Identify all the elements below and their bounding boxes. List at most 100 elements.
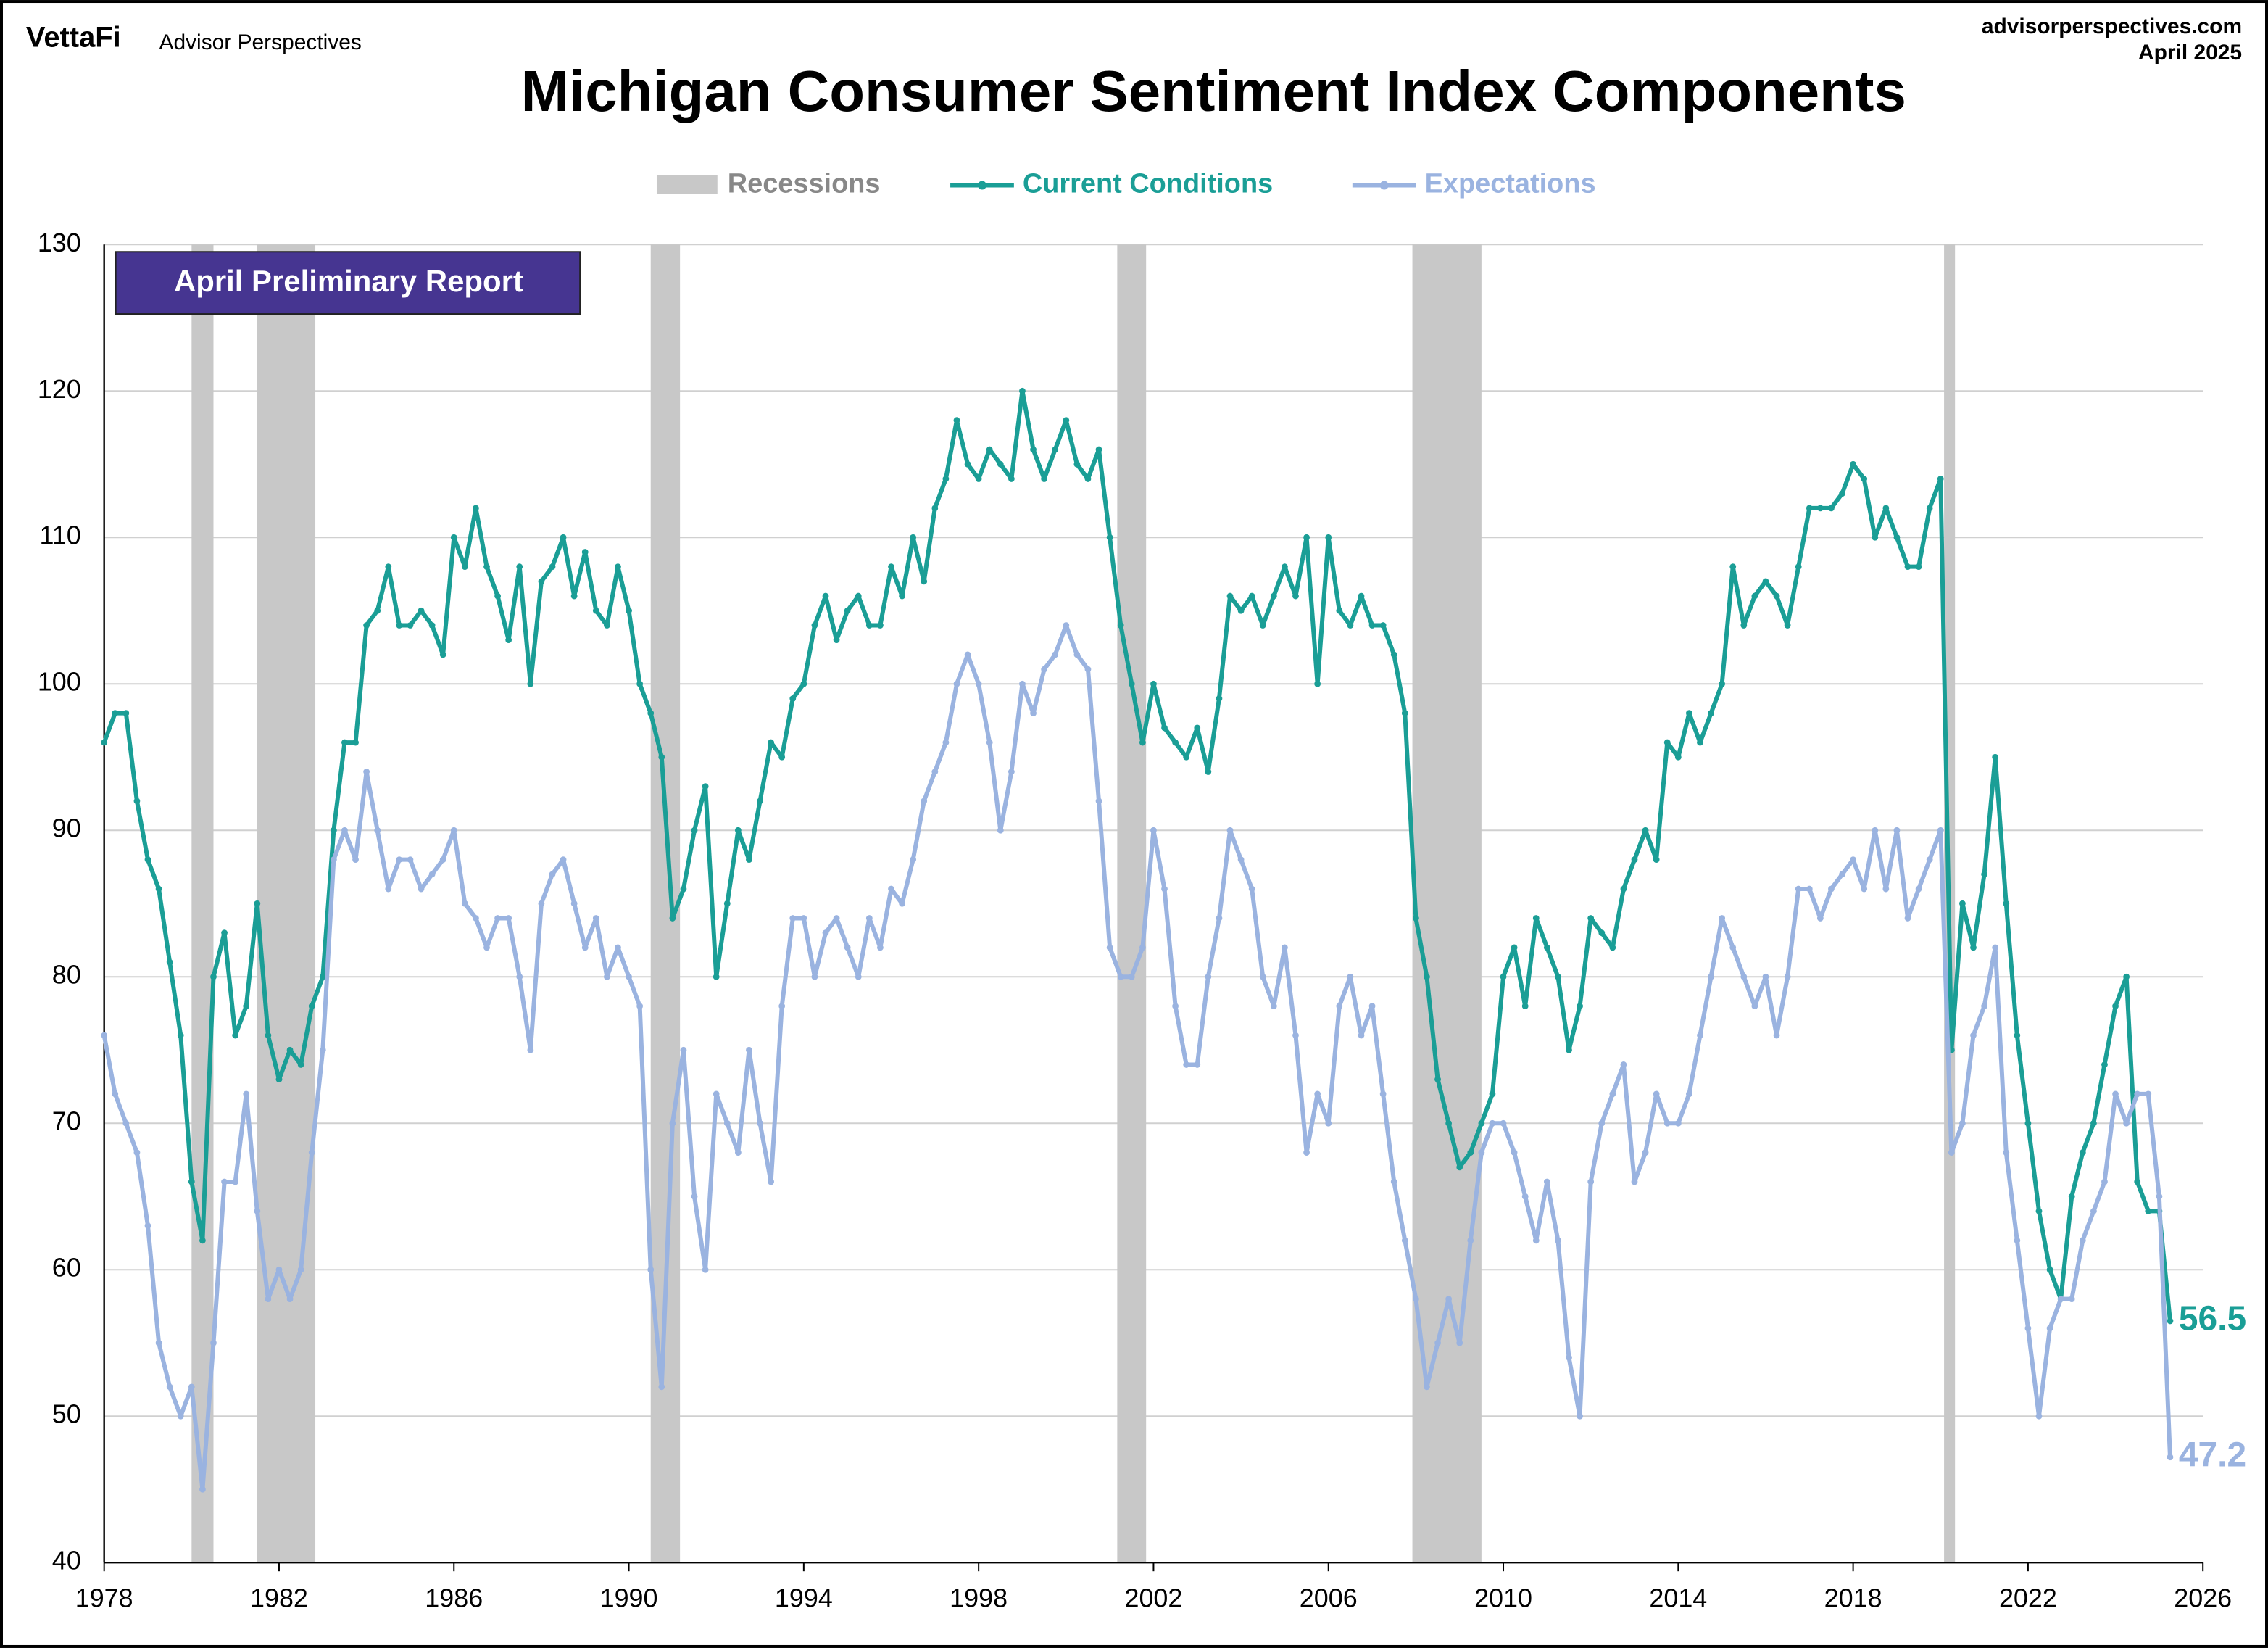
- series-point: [308, 1003, 315, 1010]
- series-point: [570, 592, 578, 600]
- series-point: [352, 739, 359, 746]
- series-point: [1926, 856, 1933, 864]
- date: April 2025: [2138, 41, 2242, 65]
- series-point: [1282, 944, 1288, 951]
- series-point: [680, 885, 687, 893]
- series-point: [1445, 1119, 1453, 1127]
- series-point: [1139, 739, 1146, 746]
- series-point: [155, 885, 162, 893]
- series-point: [877, 622, 884, 629]
- series-point: [1139, 944, 1146, 951]
- series-point: [188, 1178, 195, 1185]
- series-point: [1532, 1237, 1540, 1244]
- series-point: [1008, 476, 1015, 482]
- series-point: [734, 827, 742, 834]
- series-point: [1336, 1003, 1343, 1010]
- series-point: [2167, 1317, 2174, 1325]
- series-point: [527, 680, 534, 687]
- series-point: [1674, 753, 1682, 761]
- series-point: [1740, 622, 1748, 629]
- series-point: [1663, 1119, 1671, 1127]
- series-point: [669, 915, 676, 922]
- series-point: [210, 973, 217, 980]
- series-point: [1773, 1032, 1780, 1039]
- series-point: [155, 1339, 162, 1346]
- series-point: [2003, 1149, 2010, 1156]
- series-point: [1872, 534, 1879, 541]
- series-point: [1314, 680, 1321, 687]
- series-point: [1379, 1090, 1387, 1098]
- series-point: [1893, 827, 1901, 834]
- series-point: [516, 973, 523, 980]
- series-point: [275, 1266, 283, 1273]
- series-point: [1555, 1237, 1561, 1244]
- series-point: [1631, 1178, 1638, 1185]
- series-point: [2014, 1237, 2021, 1244]
- series-point: [199, 1237, 206, 1244]
- series-point: [1904, 915, 1911, 922]
- series-point: [374, 827, 381, 834]
- series-point: [1653, 856, 1660, 864]
- series-point: [1368, 622, 1376, 629]
- y-tick-label: 70: [52, 1106, 81, 1136]
- x-tick-label: 1994: [775, 1583, 833, 1613]
- series-point: [1194, 724, 1201, 732]
- series-point: [986, 446, 993, 453]
- series-point: [1773, 592, 1780, 600]
- series-point: [1795, 885, 1802, 893]
- series-point: [1642, 827, 1649, 834]
- series-point: [2090, 1208, 2097, 1214]
- series-point: [1237, 607, 1245, 614]
- series-point: [1216, 915, 1223, 922]
- x-tick-label: 2014: [1649, 1583, 1707, 1613]
- series-point: [2003, 900, 2010, 907]
- series-point: [1631, 856, 1638, 864]
- series-point: [1686, 1090, 1692, 1098]
- series-point: [811, 973, 818, 980]
- series-point: [723, 900, 731, 907]
- series-point: [516, 563, 523, 571]
- series-point: [888, 563, 894, 571]
- series-point: [1784, 622, 1791, 629]
- series-point: [570, 900, 578, 907]
- y-tick-label: 40: [52, 1546, 81, 1575]
- series-point: [713, 973, 720, 980]
- series-point: [1828, 505, 1835, 512]
- series-point: [975, 680, 982, 687]
- series-point: [2145, 1208, 2152, 1214]
- series-point: [1205, 769, 1212, 775]
- series-point: [626, 607, 632, 614]
- series-point: [691, 827, 698, 834]
- series-point: [1489, 1090, 1496, 1098]
- series-point: [374, 607, 381, 614]
- series-point: [658, 753, 665, 761]
- series-point: [319, 1046, 326, 1053]
- series-point: [2112, 1003, 2119, 1010]
- series-point: [1226, 592, 1234, 600]
- series-point: [822, 929, 829, 937]
- series-point: [888, 885, 894, 893]
- series-point: [144, 1222, 151, 1230]
- series-point: [921, 578, 928, 585]
- series-point: [243, 1090, 250, 1098]
- series-point: [1566, 1046, 1572, 1053]
- series-point: [942, 739, 950, 746]
- series-point: [1368, 1003, 1376, 1010]
- y-tick-label: 50: [52, 1399, 81, 1429]
- series-point: [1784, 973, 1791, 980]
- series-point: [1937, 827, 1944, 834]
- series-point: [1555, 973, 1561, 980]
- series-point: [604, 622, 610, 629]
- series-point: [691, 1193, 698, 1200]
- series-point: [953, 417, 960, 424]
- series-point: [1751, 1003, 1758, 1010]
- series-point: [931, 505, 939, 512]
- series-point: [615, 563, 621, 571]
- series-point: [931, 769, 939, 775]
- series-point: [1751, 592, 1758, 600]
- series-point: [2014, 1032, 2021, 1039]
- series-point: [1390, 651, 1397, 658]
- series-point: [1915, 563, 1922, 571]
- series-point: [144, 856, 151, 864]
- series-point: [166, 1383, 173, 1391]
